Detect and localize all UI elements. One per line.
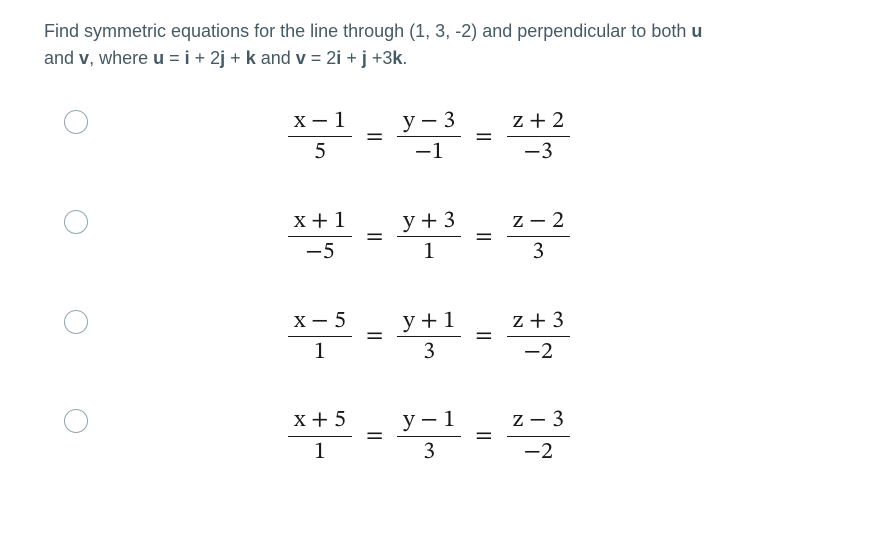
q-part: = 2	[306, 48, 337, 68]
denominator: 3	[417, 337, 441, 367]
q-part: +3	[367, 48, 393, 68]
denominator: 5	[308, 137, 332, 167]
q-part: .	[402, 48, 407, 68]
q-part: =	[164, 48, 185, 68]
q-part: +	[341, 48, 362, 68]
radio-button[interactable]	[64, 409, 88, 433]
numerator: x + 1	[288, 206, 352, 236]
fraction: x − 5 1	[288, 306, 352, 368]
numerator: x − 1	[288, 106, 352, 136]
numerator: z + 2	[507, 106, 570, 136]
denominator: −1	[409, 137, 450, 167]
equals-sign: =	[352, 321, 397, 351]
option-row[interactable]: x − 5 1 = y + 1 3 = z + 3 −2	[64, 306, 848, 368]
fraction: x + 5 1	[288, 405, 352, 467]
fraction: y + 3 1	[397, 206, 461, 268]
vector-v: v	[296, 48, 306, 68]
fraction: z − 2 3	[507, 206, 570, 268]
numerator: x + 5	[288, 405, 352, 435]
fraction: z + 2 −3	[507, 106, 570, 168]
fraction: x − 1 5	[288, 106, 352, 168]
fraction: z + 3 −2	[507, 306, 570, 368]
numerator: z − 3	[507, 405, 570, 435]
equation: x − 1 5 = y − 3 −1 = z + 2 −3	[288, 106, 570, 168]
numerator: y − 1	[397, 405, 461, 435]
unit-k: k	[246, 48, 256, 68]
equation: x − 5 1 = y + 1 3 = z + 3 −2	[288, 306, 570, 368]
numerator: y + 3	[397, 206, 461, 236]
unit-k: k	[392, 48, 402, 68]
equals-sign: =	[352, 421, 397, 451]
equals-sign: =	[352, 122, 397, 152]
q-part: , where	[89, 48, 153, 68]
denominator: −3	[518, 137, 559, 167]
vector-u: u	[691, 21, 702, 41]
numerator: y − 3	[397, 106, 461, 136]
fraction: x + 1 −5	[288, 206, 352, 268]
denominator: 3	[417, 437, 441, 467]
vector-v: v	[79, 48, 89, 68]
q-part: +	[225, 48, 246, 68]
denominator: −5	[299, 237, 340, 267]
radio-button[interactable]	[64, 310, 88, 334]
option-row[interactable]: x − 1 5 = y − 3 −1 = z + 2 −3	[64, 106, 848, 168]
equals-sign: =	[461, 421, 506, 451]
numerator: x − 5	[288, 306, 352, 336]
numerator: z + 3	[507, 306, 570, 336]
fraction: y − 3 −1	[397, 106, 461, 168]
q-part: Find symmetric equations for the line th…	[44, 21, 691, 41]
fraction: y + 1 3	[397, 306, 461, 368]
vector-u: u	[153, 48, 164, 68]
denominator: 1	[308, 437, 332, 467]
numerator: y + 1	[397, 306, 461, 336]
option-row[interactable]: x + 1 −5 = y + 3 1 = z − 2 3	[64, 206, 848, 268]
denominator: −2	[518, 337, 559, 367]
radio-button[interactable]	[64, 210, 88, 234]
denominator: 1	[417, 237, 441, 267]
denominator: 1	[308, 337, 332, 367]
fraction: y − 1 3	[397, 405, 461, 467]
equals-sign: =	[461, 321, 506, 351]
radio-button[interactable]	[64, 110, 88, 134]
fraction: z − 3 −2	[507, 405, 570, 467]
q-part: and	[256, 48, 296, 68]
question-text: Find symmetric equations for the line th…	[44, 18, 848, 72]
options-list: x − 1 5 = y − 3 −1 = z + 2 −3 x + 1	[44, 106, 848, 467]
equation: x + 5 1 = y − 1 3 = z − 3 −2	[288, 405, 570, 467]
equals-sign: =	[461, 222, 506, 252]
equals-sign: =	[461, 122, 506, 152]
denominator: −2	[518, 437, 559, 467]
option-row[interactable]: x + 5 1 = y − 1 3 = z − 3 −2	[64, 405, 848, 467]
equation: x + 1 −5 = y + 3 1 = z − 2 3	[288, 206, 570, 268]
q-part: and	[44, 48, 79, 68]
numerator: z − 2	[507, 206, 570, 236]
equals-sign: =	[352, 222, 397, 252]
q-part: + 2	[190, 48, 221, 68]
denominator: 3	[526, 237, 550, 267]
